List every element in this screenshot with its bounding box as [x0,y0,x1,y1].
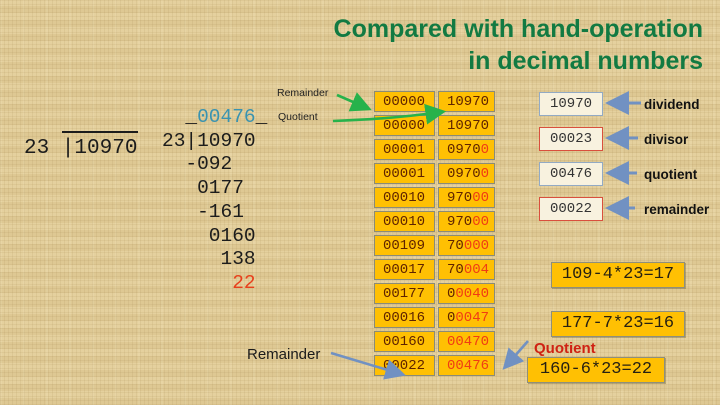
divisor-value-box: 00023 [539,127,603,151]
right-register-cell: 97000 [438,211,495,232]
division-vinculum-line [62,131,138,133]
division-step-line: -092 [162,153,233,176]
divisor-label: divisor [644,132,689,147]
remainder-value-box: 00022 [539,197,603,221]
table-row: 00001 09700 [374,139,495,160]
right-register-cell: 00476 [438,355,495,376]
quotient-pointer-label: Quotient [278,111,318,123]
left-register-cell: 00109 [374,235,435,256]
remainder-pointer-label: Remainder [277,87,329,99]
shift-register-table: 00000 10970 00000 10970 00001 09700 00001 09… [371,88,498,379]
right-register-cell: 10970 [438,115,495,136]
left-register-cell: 00022 [374,355,435,376]
quotient-underscore-right: _ [255,106,268,128]
right-register-cell: 00470 [438,331,495,352]
right-register-cell: 70004 [438,259,495,280]
division-setup: 23 |10970 [24,137,138,160]
dividend-value-box: 10970 [539,92,603,116]
quotient-label: quotient [644,167,698,182]
division-step-line: 138 [162,248,256,271]
table-row: 00010 97000 [374,187,495,208]
green-arrow-remainder-icon [336,92,372,112]
slide-title: Compared with hand-operation in decimal … [334,13,703,77]
table-row: 00000 10970 [374,115,495,136]
table-row: 00016 00047 [374,307,495,328]
left-register-cell: 00000 [374,91,435,112]
remainder-label: remainder [644,202,710,217]
right-register-cell: 70000 [438,235,495,256]
quotient-digits: 00476 [197,106,256,128]
division-remainder-line: 22 [162,271,256,294]
right-register-cell: 97000 [438,187,495,208]
quotient-callout: Quotient [534,340,596,357]
table-row: 00000 10970 [374,91,495,112]
table-row: 00177 00040 [374,283,495,304]
left-register-cell: 00010 [374,187,435,208]
division-step-line: -161 [162,200,244,223]
equation-box-1: 109-4*23=17 [551,262,685,288]
worked-division: _00476_ 23|10970 -092 0177 -161 0160 138… [162,106,267,296]
left-register-cell: 00000 [374,115,435,136]
equation-box-3: 160-6*23=22 [527,357,665,383]
left-register-cell: 00001 [374,163,435,184]
left-register-cell: 00016 [374,307,435,328]
table-row: 00160 00470 [374,331,495,352]
division-step-line: 0160 [162,224,256,247]
left-register-cell: 00001 [374,139,435,160]
dividend-label: dividend [644,97,700,112]
slide-title-line1: Compared with hand-operation [333,15,703,43]
table-row: 00010 97000 [374,211,495,232]
right-register-cell: 00047 [438,307,495,328]
slide-title-line2: in decimal numbers [468,47,703,75]
left-register-cell: 00177 [374,283,435,304]
equation-box-2: 177-7*23=16 [551,311,685,337]
right-register-cell: 09700 [438,139,495,160]
division-step-line: 0177 [162,177,244,200]
division-problem-line: 23|10970 [162,129,256,152]
quotient-underscore-left: _ [162,106,198,128]
left-register-cell: 00017 [374,259,435,280]
right-register-cell: 09700 [438,163,495,184]
table-row: 00001 09700 [374,163,495,184]
left-register-cell: 00160 [374,331,435,352]
left-register-cell: 00010 [374,211,435,232]
right-register-cell: 10970 [438,91,495,112]
quotient-value-box: 00476 [539,162,603,186]
right-register-cell: 00040 [438,283,495,304]
remainder-callout: Remainder [247,346,321,363]
quotient-line: _00476_ [162,106,267,128]
table-row: 00022 00476 [374,355,495,376]
blue-arrow-quotient-icon [502,340,529,370]
table-row: 00109 70000 [374,235,495,256]
table-row: 00017 70004 [374,259,495,280]
